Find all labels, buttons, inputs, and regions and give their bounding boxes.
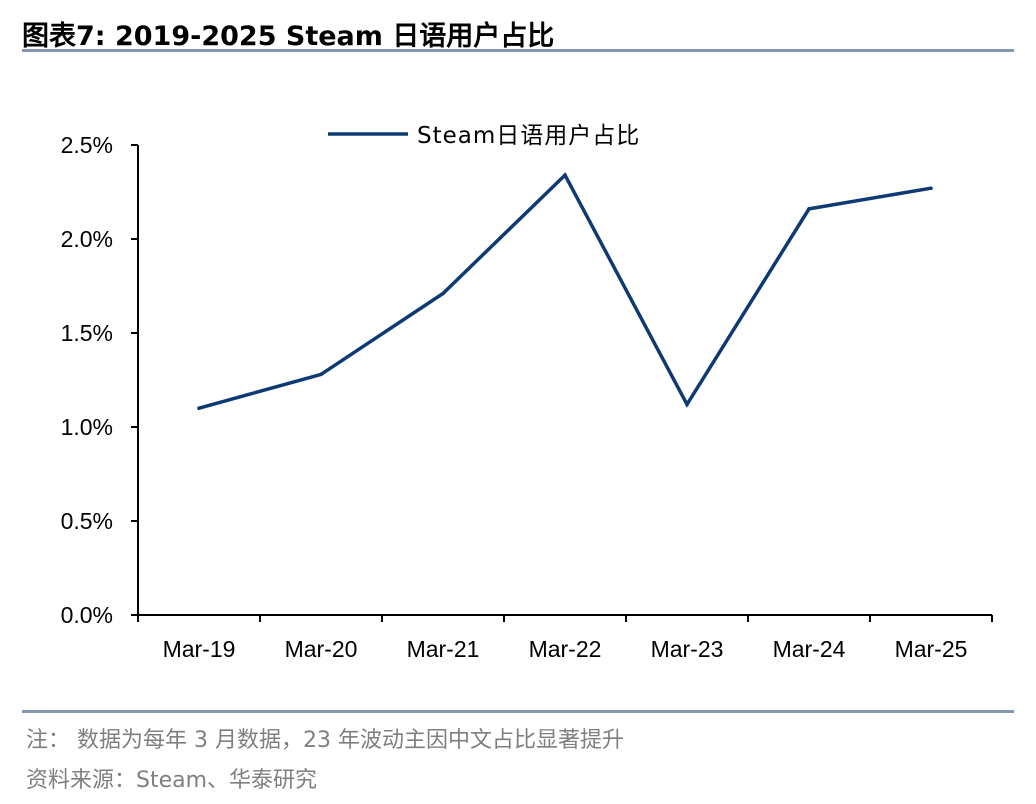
chart-axes: [137, 145, 992, 616]
data-point: [929, 186, 933, 191]
y-tick-label: 2.5%: [61, 132, 113, 158]
chart-source: 资料来源：Steam、华泰研究: [26, 768, 318, 793]
title-divider: [22, 49, 1014, 52]
data-point: [685, 402, 689, 407]
y-tick-label: 0.5%: [61, 508, 113, 534]
data-point: [563, 173, 567, 177]
y-tick-label: 1.5%: [61, 320, 113, 346]
footer-divider: [22, 710, 1014, 713]
x-tick-label: Mar-24: [773, 636, 846, 662]
y-tick-label: 2.0%: [61, 226, 113, 252]
data-point: [319, 372, 323, 377]
data-point: [197, 406, 201, 411]
y-tick-label: 0.0%: [61, 602, 113, 628]
data-point: [441, 291, 445, 296]
x-axis-ticks: Mar-19 Mar-20 Mar-21 Mar-22 Mar-23 Mar-24 Mar-…: [137, 615, 993, 662]
x-tick-label: Mar-20: [285, 636, 358, 662]
x-tick-label: Mar-19: [163, 636, 236, 662]
figure-title: 图表7: 2019-2025 Steam 日语用户占比: [22, 21, 555, 52]
y-tick-label: 1.0%: [61, 414, 113, 440]
chart-legend: Steam日语用户占比: [328, 123, 640, 149]
line-chart: 0.0%0.5%1.0%1.5%2.0%2.5% Mar-19 Mar-20 Mar…: [61, 123, 993, 662]
x-tick-label: Mar-21: [407, 636, 480, 662]
legend-label: Steam日语用户占比: [417, 123, 640, 149]
x-tick-label: Mar-25: [895, 636, 968, 662]
x-tick-label: Mar-23: [651, 636, 724, 662]
data-point: [807, 207, 811, 211]
series-line: [198, 172, 932, 410]
y-axis-ticks: 0.0% 0.5% 1.0% 1.5% 2.0% 2.5%: [61, 132, 138, 628]
x-tick-label: Mar-22: [529, 636, 602, 662]
chart-note: 注： 数据为每年 3 月数据，23 年波动主因中文占比显著提升: [26, 728, 624, 753]
chart-series: [197, 172, 933, 411]
